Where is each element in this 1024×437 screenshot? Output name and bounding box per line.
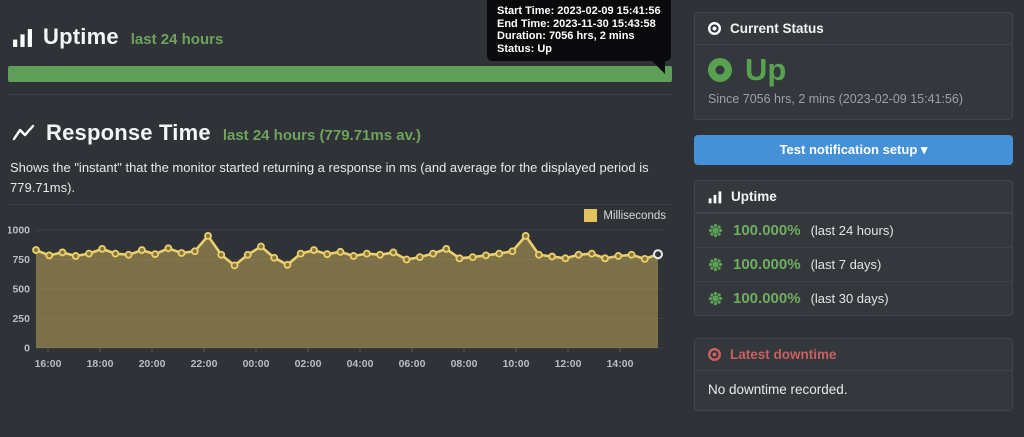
response-time-subtitle: last 24 hours (779.71ms av.) [222,126,421,144]
current-status-panel: Current Status Up Since 7056 hrs, 2 mins… [694,12,1013,120]
uptime-row-30d: 100.000% (last 30 days) [695,281,1012,315]
svg-text:22:00: 22:00 [191,358,218,370]
response-time-description: Shows the "instant" that the monitor sta… [10,160,649,196]
test-notification-setup-button[interactable]: Test notification setup ▾ [694,135,1013,165]
current-status-body: Up Since 7056 hrs, 2 mins (2023-02-09 15… [695,45,1012,117]
chart-legend: Milliseconds [584,209,666,222]
uptime-section-header: Uptime last 24 hours [12,24,223,50]
current-status-header: Current Status [695,13,1012,45]
uptime-burst-icon [708,223,723,238]
uptime-bar-tooltip: Start Time: 2023-02-09 15:41:56 End Time… [487,0,671,74]
uptime-stats-header-label: Uptime [731,189,777,204]
response-time-title: Response Time [46,120,211,145]
uptime-percent-24h: 100.000% [733,222,801,239]
tooltip-end-time: End Time: 2023-11-30 15:43:58 [497,17,656,30]
svg-text:10:00: 10:00 [503,358,530,370]
uptime-period-7d: (last 7 days) [810,257,882,272]
uptime-period-24h: (last 24 hours) [810,223,894,238]
svg-text:14:00: 14:00 [607,358,634,370]
tooltip-status: Status: Up [497,42,552,55]
up-status-icon [708,57,732,82]
uptime-burst-icon [708,291,723,306]
bar-chart-icon [13,28,32,47]
svg-text:0: 0 [24,343,30,355]
response-time-chart[interactable]: 0 250 500 750 1000 16:00 18:00 20:00 22:00 00:00 0… [7,222,672,374]
uptime-period-30d: (last 30 days) [810,291,889,306]
svg-text:250: 250 [12,313,30,325]
caret-down-icon: ▾ [920,142,928,157]
uptime-status-bar[interactable] [8,66,672,82]
svg-text:00:00: 00:00 [243,358,270,370]
svg-text:16:00: 16:00 [35,358,62,370]
uptime-stats-panel: Uptime 100.000% (last 24 hours) [694,180,1013,316]
divider [8,204,672,205]
uptime-row-7d: 100.000% (last 7 days) [695,247,1012,281]
svg-text:06:00: 06:00 [399,358,426,370]
uptime-row-24h: 100.000% (last 24 hours) [695,213,1012,247]
svg-text:04:00: 04:00 [347,358,374,370]
status-value: Up [745,52,787,87]
current-status-header-label: Current Status [730,21,824,36]
svg-text:02:00: 02:00 [295,358,322,370]
latest-downtime-panel: Latest downtime No downtime recorded. [694,338,1013,411]
tooltip-duration: Duration: 7056 hrs, 2 mins [497,30,635,42]
uptime-title: Uptime [43,24,119,49]
svg-text:750: 750 [12,254,30,266]
tooltip-start-time: Start Time: 2023-02-09 15:41:56 [497,5,661,17]
status-bullseye-icon [708,22,721,35]
svg-text:20:00: 20:00 [139,358,166,370]
downtime-message: No downtime recorded. [708,382,848,397]
latest-downtime-header-label: Latest downtime [730,347,837,362]
uptime-burst-icon [708,257,723,272]
status-since-text: Since 7056 hrs, 2 mins (2023-02-09 15:41… [708,92,964,106]
uptime-stats-header: Uptime [695,181,1012,213]
bar-chart-icon [708,190,722,203]
uptime-subtitle: last 24 hours [130,30,224,48]
tooltip-pointer [651,61,665,74]
downtime-bullseye-icon [708,348,721,361]
main-column: Uptime last 24 hours Response Time last … [7,0,672,437]
uptime-percent-7d: 100.000% [733,256,801,273]
legend-swatch-milliseconds [584,209,598,222]
divider [8,94,672,95]
legend-label: Milliseconds [603,209,666,222]
svg-text:08:00: 08:00 [451,358,478,370]
svg-text:1000: 1000 [8,225,30,237]
line-chart-icon [12,124,35,141]
response-time-chart-svg[interactable]: 0 250 500 750 1000 16:00 18:00 20:00 22:00 00:00 0… [7,222,672,374]
response-section-header: Response Time last 24 hours (779.71ms av… [12,120,421,146]
uptime-percent-30d: 100.000% [733,290,801,307]
svg-text:12:00: 12:00 [555,358,582,370]
svg-text:18:00: 18:00 [87,358,114,370]
test-notification-setup-label: Test notification setup [779,142,918,157]
svg-text:500: 500 [12,284,30,296]
latest-downtime-header: Latest downtime [695,339,1012,371]
